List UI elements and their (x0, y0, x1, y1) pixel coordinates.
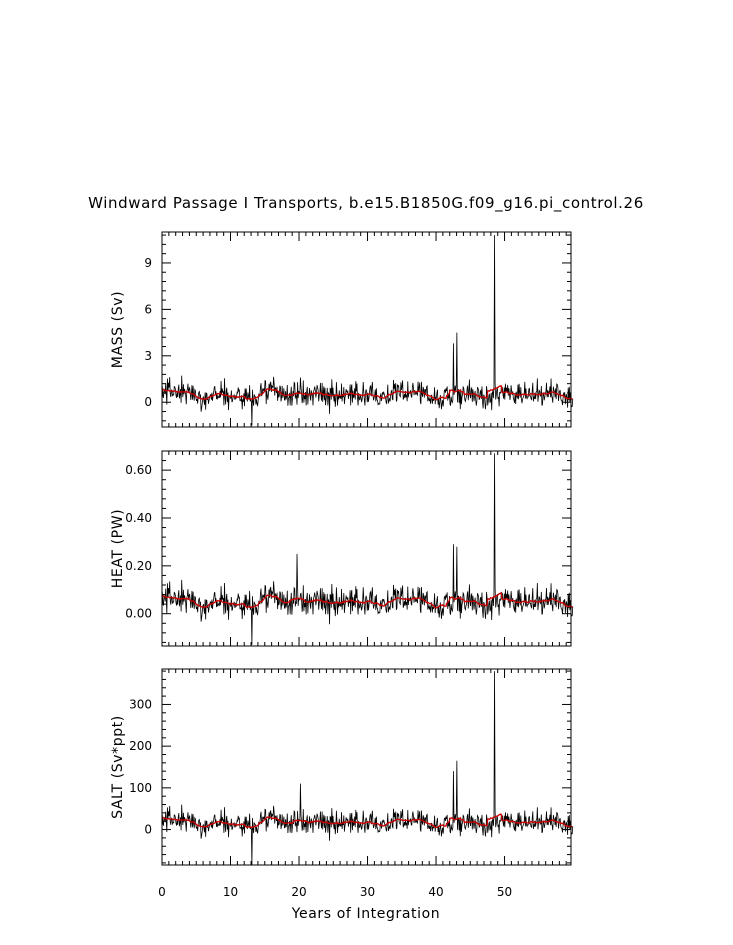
y-tick-label: 0 (144, 823, 152, 837)
monthly-series-line (161, 671, 574, 866)
y-tick-label: 6 (144, 302, 152, 316)
smoothed-series-line (161, 813, 574, 829)
x-tick-label: 30 (360, 885, 375, 899)
y-tick-label: 200 (129, 739, 152, 753)
x-tick-label: 40 (428, 885, 443, 899)
monthly-series-line (161, 235, 574, 426)
y-axis-label: MASS (Sv) (110, 291, 126, 368)
y-tick-label: 300 (129, 697, 152, 711)
y-tick-label: 0 (144, 395, 152, 409)
panel-2: 0.00 0.20 0.40 0.60 HEAT (PW) (110, 450, 574, 647)
y-axis-label: SALT (Sv*ppt) (110, 715, 126, 819)
y-tick-label: 0.00 (125, 607, 152, 621)
smoothed-series-line (161, 592, 574, 609)
axes-frame (161, 450, 572, 647)
x-tick-label: 0 (158, 885, 166, 899)
panels: 0 3 6 9 MASS (Sv) 0.00 0.20 0.40 0.60 HEAT (PW) 0 1… (110, 231, 574, 899)
panel-1: 0 3 6 9 MASS (Sv) (110, 231, 574, 428)
chart-title: Windward Passage I Transports, b.e15.B18… (88, 194, 644, 213)
y-tick-label: 3 (144, 349, 152, 363)
x-tick-label: 20 (291, 885, 306, 899)
y-tick-label: 9 (144, 256, 152, 270)
y-tick-label: 0.20 (125, 559, 152, 573)
x-tick-label: 50 (497, 885, 512, 899)
y-tick-label: 0.60 (125, 463, 152, 477)
monthly-series-line (161, 453, 574, 645)
smoothed-series-line (161, 384, 574, 401)
x-tick-label: 10 (223, 885, 238, 899)
axes-frame (161, 231, 572, 428)
y-axis-label: HEAT (PW) (110, 509, 126, 588)
y-tick-label: 100 (129, 781, 152, 795)
axes-frame (161, 668, 572, 866)
y-tick-label: 0.40 (125, 511, 152, 525)
x-axis-label: Years of Integration (291, 906, 440, 922)
